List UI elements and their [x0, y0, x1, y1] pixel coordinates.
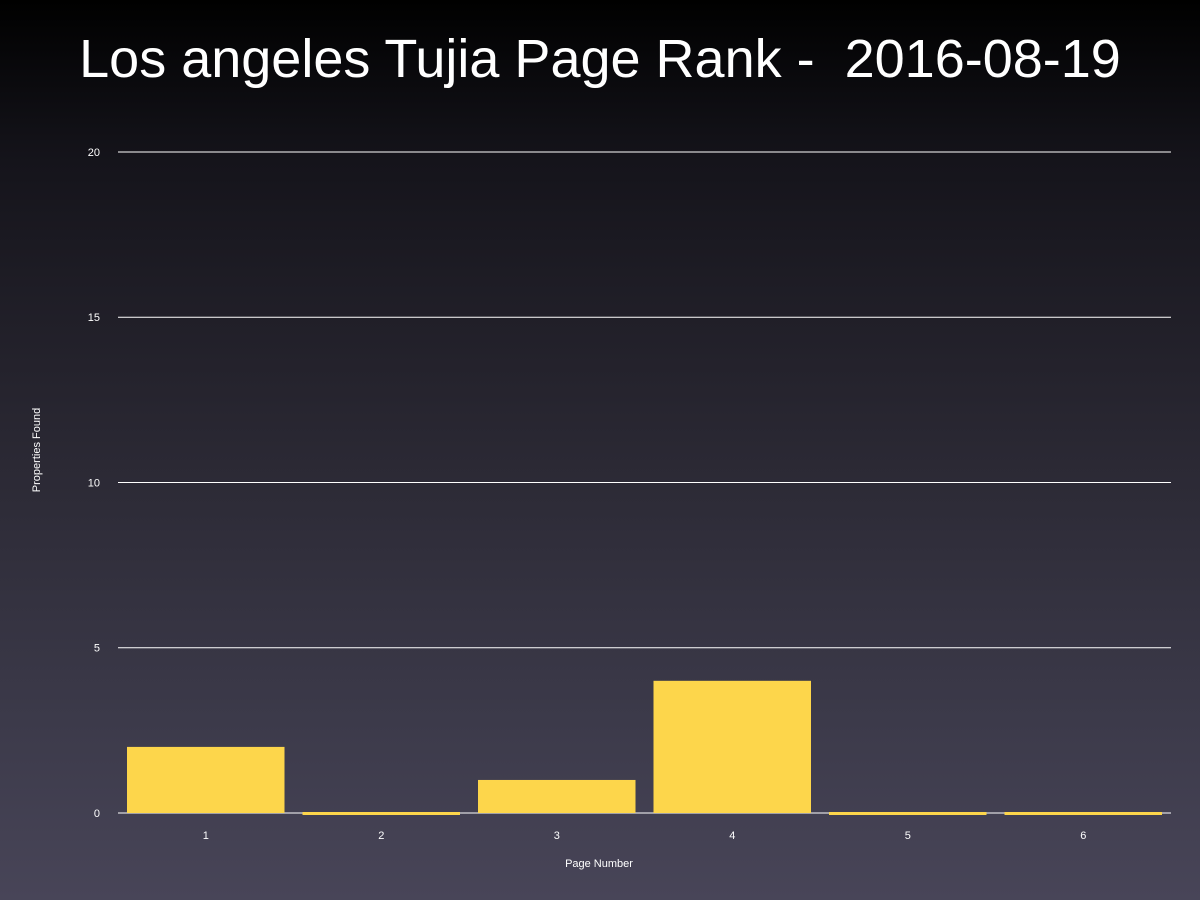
bar-page-5 [829, 812, 987, 815]
bars [127, 680, 1162, 815]
x-axis-ticks: 1 2 3 4 5 6 [203, 830, 1087, 842]
bar-page-1 [127, 746, 285, 813]
x-tick-label: 4 [729, 830, 735, 842]
bar-page-3 [478, 779, 636, 813]
y-axis-label: Properties Found [31, 408, 43, 492]
x-axis-label: Page Number [565, 858, 633, 870]
bar-page-6 [1004, 812, 1162, 815]
x-tick-label: 5 [905, 830, 911, 842]
y-tick-label: 10 [88, 477, 100, 489]
x-tick-label: 3 [554, 830, 560, 842]
y-tick-label: 5 [94, 643, 100, 655]
y-axis-ticks: 0 5 10 15 20 [88, 147, 100, 820]
bar-page-2 [302, 812, 460, 815]
gridlines [118, 151, 1171, 814]
y-tick-label: 0 [94, 808, 100, 820]
bar-page-4 [653, 680, 811, 813]
y-tick-label: 15 [88, 312, 100, 324]
x-tick-label: 2 [378, 830, 384, 842]
y-tick-label: 20 [88, 147, 100, 159]
x-tick-label: 6 [1080, 830, 1086, 842]
chart-title: Los angeles Tujia Page Rank - 2016-08-19 [79, 29, 1121, 89]
x-tick-label: 1 [203, 830, 209, 842]
